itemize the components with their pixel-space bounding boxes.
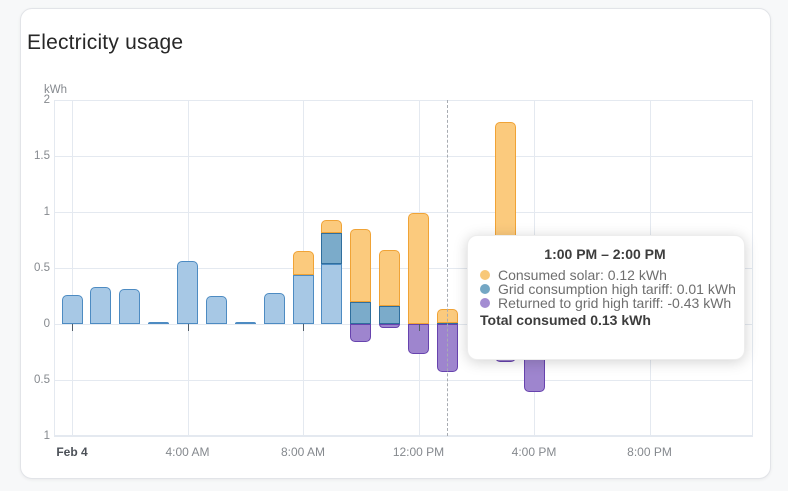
y-axis-label: 1.5 (34, 150, 50, 162)
electricity-usage-card: Electricity usage 2 1.5 1 0.5 0 0.5 1 kWh Feb 4 4… (20, 8, 771, 479)
tooltip-row-text: Returned to grid high tariff: -0.43 kWh (498, 295, 732, 311)
gridline-vertical (72, 100, 73, 436)
bar-segment-grid_low[interactable] (90, 287, 112, 324)
hover-crosshair-line (447, 100, 449, 436)
bar-segment-solar[interactable] (408, 213, 429, 324)
tooltip-row-returned: Returned to grid high tariff: -0.43 kWh (480, 295, 732, 311)
tooltip-time-range: 1:00 PM – 2:00 PM (544, 246, 666, 262)
bar-segment-grid_high[interactable] (321, 233, 343, 264)
y-axis-label: 0.5 (34, 374, 50, 386)
bar-segment-grid_low[interactable] (119, 289, 141, 324)
bar-segment-grid_low[interactable] (148, 322, 170, 324)
tooltip-row-text: Consumed solar: 0.12 kWh (498, 267, 667, 283)
bar-segment-grid_low[interactable] (177, 261, 198, 324)
gridline-horizontal (54, 156, 753, 157)
tooltip-total: Total consumed 0.13 kWh (480, 312, 651, 328)
tooltip-row-solar: Consumed solar: 0.12 kWh (480, 268, 730, 282)
bar-segment-grid_high[interactable] (379, 306, 401, 324)
solar-series-dot-icon (480, 270, 490, 280)
x-axis-tick (187, 324, 189, 331)
gridline-horizontal (54, 324, 753, 325)
gridline-horizontal (54, 100, 753, 101)
bar-segment-returned[interactable] (350, 324, 372, 342)
x-axis-tick (72, 324, 73, 331)
bar-segment-grid_low[interactable] (234, 322, 256, 324)
y-axis-label: 1 (43, 206, 50, 218)
bar-segment-grid_low[interactable] (321, 263, 343, 324)
x-axis-label: 4:00 AM (165, 445, 210, 459)
chart-tooltip: 1:00 PM – 2:00 PM Consumed solar: 0.12 k… (467, 235, 745, 360)
bar-segment-solar[interactable] (379, 250, 401, 307)
y-axis-label: 1 (43, 430, 50, 442)
bar-segment-returned[interactable] (379, 324, 401, 329)
bar-segment-grid_low[interactable] (61, 294, 83, 324)
gridline-horizontal (54, 436, 753, 437)
gridline-horizontal (54, 212, 753, 213)
y-axis-label: 0 (43, 318, 50, 330)
gridline-horizontal (54, 380, 753, 381)
x-axis-label: 8:00 AM (280, 445, 326, 459)
bar-segment-grid_low[interactable] (205, 296, 227, 324)
x-axis-label: Feb 4 (56, 445, 88, 459)
grid-high-series-dot-icon (480, 284, 490, 294)
bar-segment-grid_low[interactable] (292, 274, 314, 324)
bar-segment-grid_low[interactable] (263, 292, 285, 324)
tooltip-row-grid-high: Grid consumption high tariff: 0.01 kWh (480, 282, 736, 296)
bar-segment-solar[interactable] (292, 251, 314, 275)
bar-segment-solar[interactable] (321, 219, 343, 234)
card-title: Electricity usage (27, 31, 184, 54)
y-axis-unit-label: kWh (44, 84, 67, 96)
gridline-horizontal (54, 268, 753, 269)
x-axis-tick (303, 324, 304, 331)
y-axis-label: 0.5 (34, 262, 50, 274)
x-axis-label: 12:00 PM (392, 445, 445, 459)
returned-series-dot-icon (480, 298, 490, 308)
tooltip-row-text: Grid consumption high tariff: 0.01 kWh (498, 281, 736, 297)
x-axis-label: 4:00 PM (511, 445, 557, 459)
bar-segment-solar[interactable] (350, 228, 372, 302)
bar-segment-grid_high[interactable] (350, 301, 372, 324)
y-axis-label: 2 (43, 94, 50, 106)
x-axis-label: 8:00 PM (627, 445, 672, 459)
x-axis-tick (418, 324, 420, 331)
